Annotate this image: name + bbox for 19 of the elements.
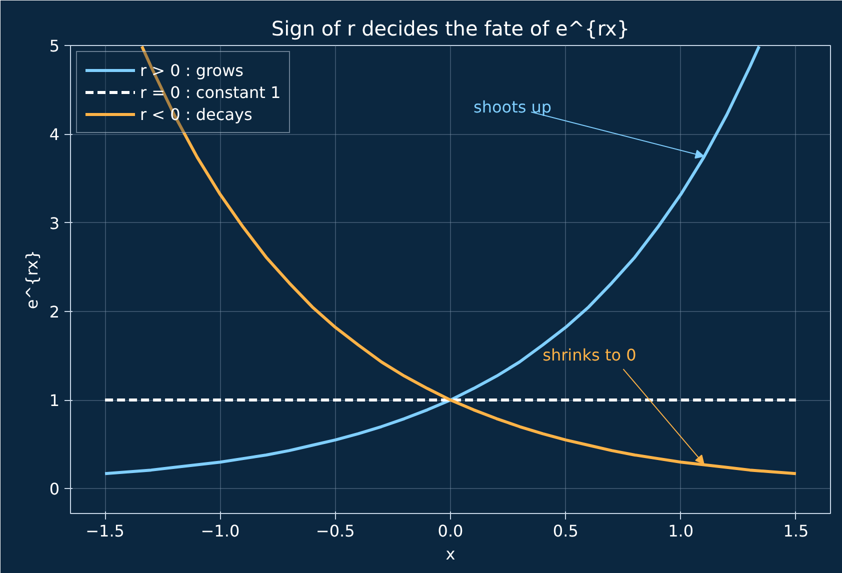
x-tick-label: −1.0	[200, 522, 240, 540]
x-axis-title: x	[446, 544, 456, 564]
y-axis-title: e^{rx}	[22, 250, 42, 310]
annotation: shoots up	[474, 97, 552, 116]
chart-title: Sign of r decides the fate of e^{rx}	[271, 16, 630, 40]
legend-label: r > 0 : grows	[140, 60, 244, 80]
y-tick-label: 4	[49, 125, 60, 144]
y-tick-label: 2	[49, 302, 60, 322]
x-tick-label: −0.5	[316, 522, 355, 540]
y-tick-label: 5	[49, 36, 60, 56]
x-tick-label: 1.0	[668, 522, 694, 540]
x-tick-label: 1.5	[783, 522, 809, 540]
annotation: shrinks to 0	[542, 346, 636, 365]
y-tick-label: 0	[49, 480, 60, 499]
x-tick-label: 0.0	[438, 522, 464, 540]
y-tick-label: 3	[49, 214, 60, 233]
x-tick-label: −1.5	[86, 522, 124, 540]
x-tick-label: 0.5	[552, 522, 578, 540]
y-tick-label: 1	[49, 391, 60, 410]
